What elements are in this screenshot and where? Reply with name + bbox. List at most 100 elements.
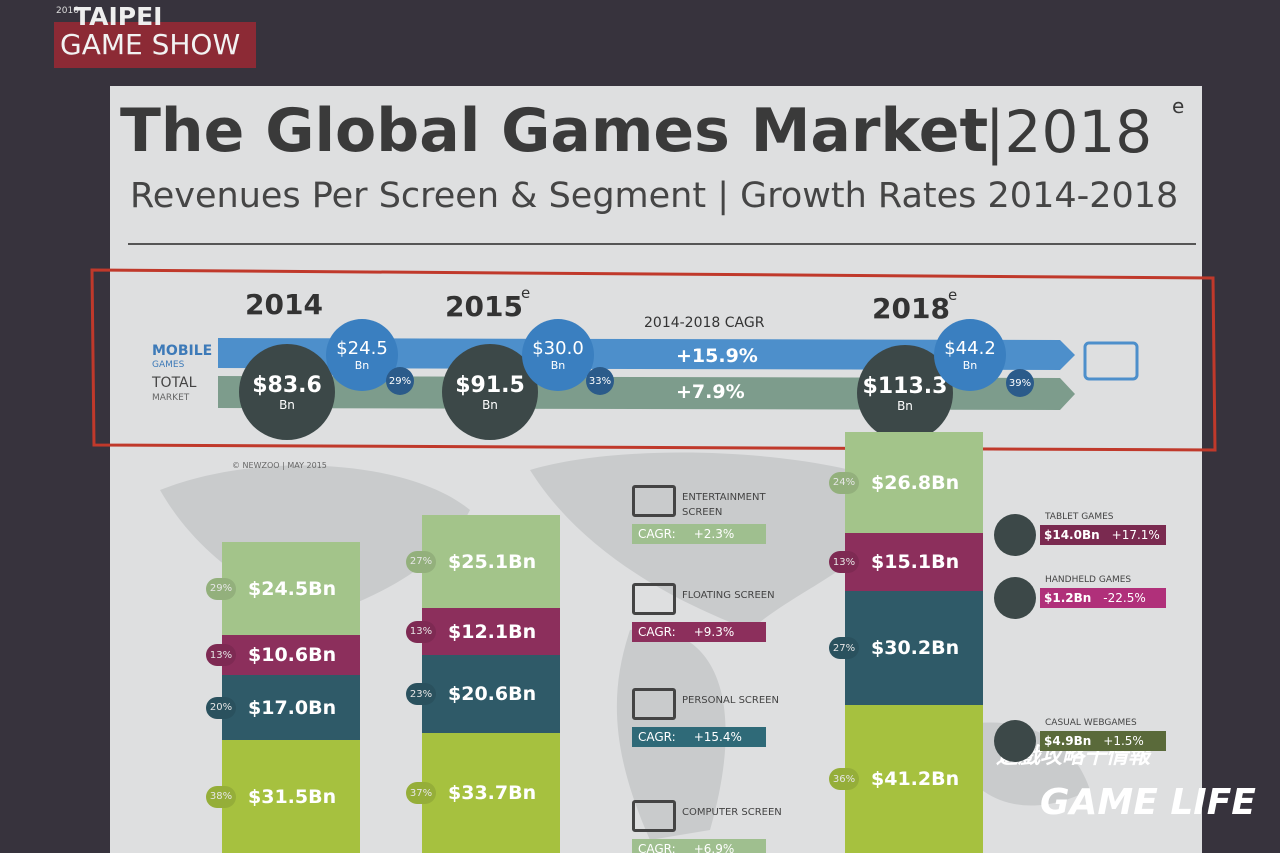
total-circle: $113.3 Bn [857, 345, 953, 441]
bar-share: 36% [829, 768, 859, 790]
segment-box: $4.9Bn +1.5% [1040, 731, 1166, 751]
year-label: 2018 [872, 292, 950, 325]
bar-share: 29% [206, 577, 236, 600]
mobile-cagr: +15.9% [676, 345, 758, 367]
year-sup: e [948, 286, 958, 304]
segment-growth: +17.1% [1111, 528, 1160, 542]
bar-share: 27% [829, 637, 859, 659]
bar-segment: $24.5Bn [222, 542, 360, 635]
segment-icon [994, 577, 1036, 619]
cagr-box: CAGR: +15.4% [632, 727, 766, 747]
total-value: $113.3 [862, 373, 948, 399]
total-circle: $83.6 Bn [239, 344, 335, 440]
total-value: $83.6 [252, 372, 322, 398]
mobile-share: 33% [586, 367, 614, 395]
mobile-value: $44.2 [944, 338, 996, 359]
legend-mobile: MOBILE [152, 343, 213, 359]
total-value: $91.5 [455, 372, 525, 398]
watermark-brand: GAME LIFE [1040, 782, 1256, 823]
legend-market: MARKET [152, 393, 190, 403]
subtitle: Revenues Per Screen & Segment | Growth R… [130, 176, 1179, 216]
mobile-unit: Bn [354, 359, 370, 372]
mobile-share: 29% [386, 367, 414, 395]
title-year: |2018 [985, 98, 1153, 166]
screen-name: FLOATING SCREEN [682, 590, 775, 601]
year-label: 2015 [445, 290, 523, 323]
segment-name: CASUAL WEBGAMES [1045, 718, 1137, 728]
bar-share: 13% [206, 644, 236, 666]
bar-segment: $26.8Bn [845, 432, 983, 533]
segment-name: TABLET GAMES [1045, 512, 1114, 522]
title-sup: e [1172, 94, 1185, 118]
segment-value: $14.0Bn [1044, 528, 1100, 542]
screen-name: ENTERTAINMENT SCREEN [682, 492, 766, 518]
segment-icon [994, 514, 1036, 556]
total-unit: Bn [897, 398, 913, 413]
segment-value: $1.2Bn [1044, 591, 1092, 605]
screen-name: COMPUTER SCREEN [682, 807, 782, 818]
mobile-value: $30.0 [532, 338, 584, 359]
bar-share: 24% [829, 471, 859, 494]
cagr-value: +6.9% [693, 842, 735, 853]
year-label: 2014 [245, 288, 323, 321]
cagr-box: CAGR: +6.9% [632, 839, 766, 853]
bar-segment: $25.1Bn [422, 515, 560, 608]
logo-line1: TAIPEI [74, 2, 163, 31]
bar-segment: $17.0Bn [222, 675, 360, 740]
year-sup: e [521, 284, 531, 302]
total-unit: Bn [482, 397, 498, 412]
bar-share: 23% [406, 683, 436, 705]
bar-share: 13% [829, 551, 859, 573]
mobile-share: 39% [1006, 369, 1034, 397]
segment-value: $4.9Bn [1044, 734, 1092, 748]
cagr-label: 2014-2018 CAGR [644, 315, 765, 331]
cagr-label: CAGR: [638, 527, 676, 541]
mobile-circle: $44.2 Bn [934, 319, 1006, 391]
segment-box: $1.2Bn -22.5% [1040, 588, 1166, 608]
bar-segment: $31.5Bn [222, 740, 360, 853]
screen-icon [632, 688, 676, 720]
segment-growth: -22.5% [1103, 591, 1146, 605]
screen-name: PERSONAL SCREEN [682, 695, 779, 706]
screen-icon [632, 583, 676, 615]
bar-segment: $15.1Bn [845, 533, 983, 591]
cagr-value: +9.3% [693, 625, 735, 639]
cagr-label: CAGR: [638, 842, 676, 853]
mobile-unit: Bn [962, 359, 978, 372]
segment-box: $14.0Bn +17.1% [1040, 525, 1166, 545]
bar-segment: $41.2Bn [845, 705, 983, 853]
bar-segment: $20.6Bn [422, 655, 560, 733]
cagr-label: CAGR: [638, 625, 676, 639]
cagr-box: CAGR: +9.3% [632, 622, 766, 642]
total-cagr: +7.9% [676, 381, 745, 403]
logo-box [54, 22, 256, 68]
segment-icon [994, 720, 1036, 762]
logo-line2: GAME SHOW [60, 28, 241, 61]
mobile-circle: $30.0 Bn [522, 319, 594, 391]
screen-icon [632, 800, 676, 832]
segment-name: HANDHELD GAMES [1045, 575, 1132, 585]
bar-share: 20% [206, 696, 236, 719]
mobile-unit: Bn [550, 359, 566, 372]
bar-share: 38% [206, 785, 236, 808]
title: The Global Games Market [120, 96, 989, 166]
cagr-value: +15.4% [693, 730, 742, 744]
bar-segment: $30.2Bn [845, 591, 983, 705]
screen-icon [632, 485, 676, 517]
bar-segment: $12.1Bn [422, 608, 560, 655]
divider [128, 243, 1196, 245]
logo-year: 2016 [56, 6, 79, 16]
credit: © NEWZOO | MAY 2015 [232, 461, 327, 470]
legend-games: GAMES [152, 360, 185, 370]
total-unit: Bn [279, 397, 295, 412]
mobile-value: $24.5 [336, 338, 388, 359]
bar-segment: $10.6Bn [222, 635, 360, 675]
legend-total: TOTAL [152, 375, 197, 391]
cagr-value: +2.3% [693, 527, 735, 541]
bar-segment: $33.7Bn [422, 733, 560, 853]
cagr-box: CAGR: +2.3% [632, 524, 766, 544]
bar-share: 13% [406, 620, 436, 643]
cagr-label: CAGR: [638, 730, 676, 744]
bar-share: 27% [406, 550, 436, 573]
